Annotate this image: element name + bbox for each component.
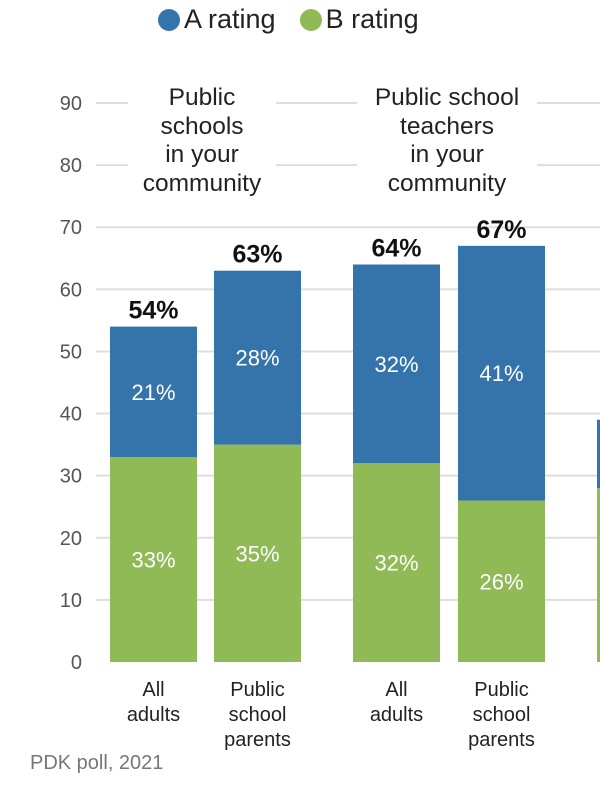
data-label-a-1: 28% <box>235 346 279 371</box>
x-tick-label-line: parents <box>468 729 535 751</box>
bar-a-rating-3 <box>458 245 545 501</box>
y-tick-label-50: 50 <box>60 341 82 363</box>
y-tick-label-90: 90 <box>60 93 82 115</box>
data-label-b-1: 35% <box>235 541 279 566</box>
bar-b-rating-3 <box>458 500 545 662</box>
group-title-public-school-teachers: Public school teachers in your community <box>357 84 537 198</box>
legend-label-b: B rating <box>325 4 419 34</box>
source-note: PDK poll, 2021 <box>30 752 164 774</box>
x-tick-label-2: All adults <box>370 679 423 726</box>
data-label-b-2: 32% <box>374 551 418 576</box>
cropped-bar-a <box>597 419 600 489</box>
data-label-a-2: 32% <box>374 352 418 377</box>
x-tick-label-1: Public school parents <box>224 679 291 751</box>
bar-a-rating-0 <box>110 326 197 458</box>
legend-swatch-a <box>158 8 180 31</box>
y-tick-label-0: 0 <box>71 652 82 674</box>
legend: A rating B rating <box>158 4 443 35</box>
x-tick-label-3: Public school parents <box>468 679 535 751</box>
x-tick-label-line: adults <box>370 704 423 726</box>
x-tick-label-line: parents <box>224 729 291 751</box>
y-tick-label-60: 60 <box>60 279 82 301</box>
y-tick-label-40: 40 <box>60 404 82 426</box>
x-tick-label-line: Public <box>474 679 528 701</box>
bar-a-rating-1 <box>214 270 301 445</box>
data-label-b-0: 33% <box>131 548 175 573</box>
y-tick-label-30: 30 <box>60 466 82 488</box>
x-tick-label-line: school <box>473 704 531 726</box>
x-tick-label-0: All adults <box>127 679 180 726</box>
legend-label-a: A rating <box>184 4 276 34</box>
x-tick-label-line: All <box>142 679 164 701</box>
bar-b-rating-1 <box>214 444 301 662</box>
x-tick-label-line: school <box>229 704 287 726</box>
total-label-0: 54% <box>128 297 178 325</box>
data-label-a-3: 41% <box>479 361 523 386</box>
data-label-a-0: 21% <box>131 380 175 405</box>
bar-b-rating-0 <box>110 457 197 662</box>
legend-swatch-b <box>299 8 322 31</box>
data-label-b-3: 26% <box>479 569 523 594</box>
x-tick-label-line: Public <box>230 679 284 701</box>
total-label-2: 64% <box>371 234 421 262</box>
y-tick-label-10: 10 <box>60 590 82 612</box>
total-label-1: 63% <box>232 241 282 269</box>
total-label-3: 67% <box>476 216 526 244</box>
legend-item-b: B rating <box>299 4 419 35</box>
bar-a-rating-2 <box>353 264 440 464</box>
y-tick-label-70: 70 <box>60 217 82 239</box>
legend-item-a: A rating <box>158 4 276 35</box>
y-tick-label-80: 80 <box>60 155 82 177</box>
cropped-bar-b <box>597 488 600 662</box>
y-tick-label-20: 20 <box>60 528 82 550</box>
group-title-public-schools: Public schools in your community <box>128 84 276 198</box>
bar-b-rating-2 <box>353 463 440 662</box>
x-tick-label-line: adults <box>127 704 180 726</box>
x-tick-label-line: All <box>385 679 407 701</box>
